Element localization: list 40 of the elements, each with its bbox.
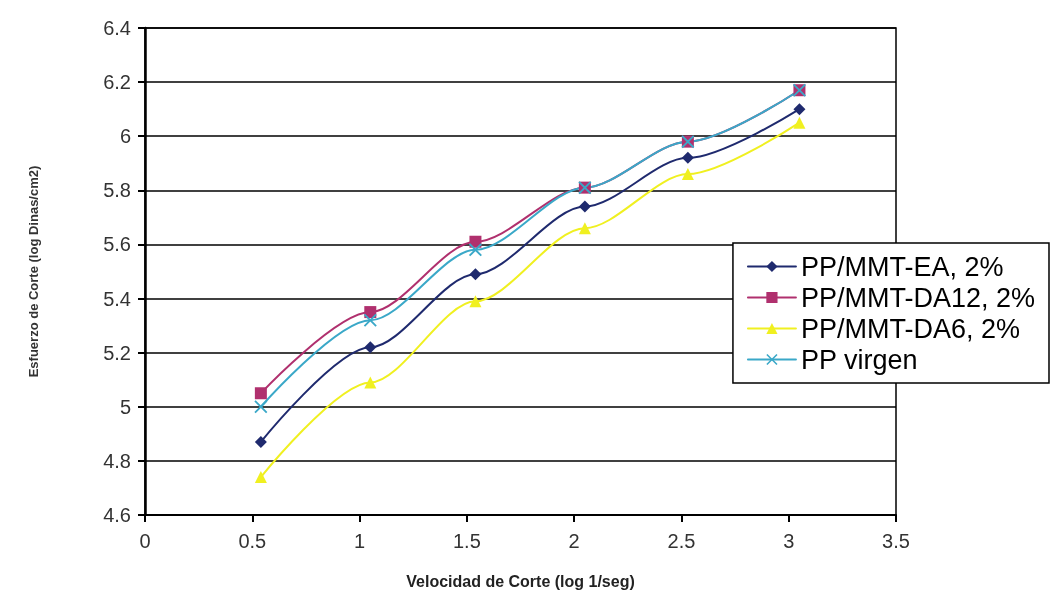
point xyxy=(469,268,482,281)
point xyxy=(578,222,591,235)
point xyxy=(254,471,267,484)
legend-label: PP/MMT-EA, 2% xyxy=(800,251,1004,282)
y-tick-label: 5.8 xyxy=(103,179,131,202)
y-axis-title: Esfuerzo de Corte (log Dinas/cm2) xyxy=(26,165,41,378)
point xyxy=(254,435,267,448)
x-tick-label: 2 xyxy=(568,530,580,552)
point xyxy=(363,313,377,327)
legend-label: PP virgen xyxy=(800,344,918,375)
x-tick-label: 0.5 xyxy=(238,530,267,552)
point xyxy=(364,376,377,389)
point xyxy=(793,103,806,116)
point xyxy=(578,200,591,213)
y-tick-label: 6.2 xyxy=(103,71,131,94)
y-tick-label: 4.8 xyxy=(103,449,131,472)
x-axis-title: Velocidad de Corte (log 1/seg) xyxy=(406,572,635,590)
y-tick-label: 5.2 xyxy=(103,341,131,364)
x-tick-label: 3.5 xyxy=(882,530,910,552)
x-tick-label: 1.5 xyxy=(452,530,481,552)
y-tick-label: 5.6 xyxy=(103,233,131,256)
point xyxy=(793,116,806,129)
x-tick-label: 0 xyxy=(139,530,151,552)
point xyxy=(254,387,267,400)
point xyxy=(681,151,694,164)
y-tick-label: 5 xyxy=(119,395,131,418)
y-tick-label: 6 xyxy=(119,125,131,148)
point xyxy=(681,168,694,181)
legend-label: PP/MMT-DA12, 2% xyxy=(800,282,1035,313)
point xyxy=(254,400,268,414)
x-tick-label: 3 xyxy=(783,530,795,552)
point xyxy=(469,295,482,308)
y-tick-label: 6.4 xyxy=(103,17,131,39)
point xyxy=(468,243,482,257)
point xyxy=(364,341,377,354)
y-tick-label: 4.6 xyxy=(103,504,131,526)
x-tick-label: 2.5 xyxy=(667,530,696,552)
legend-label: PP/MMT-DA6, 2% xyxy=(800,313,1020,344)
x-tick-label: 1 xyxy=(354,530,366,552)
y-tick-label: 5.4 xyxy=(103,287,131,310)
